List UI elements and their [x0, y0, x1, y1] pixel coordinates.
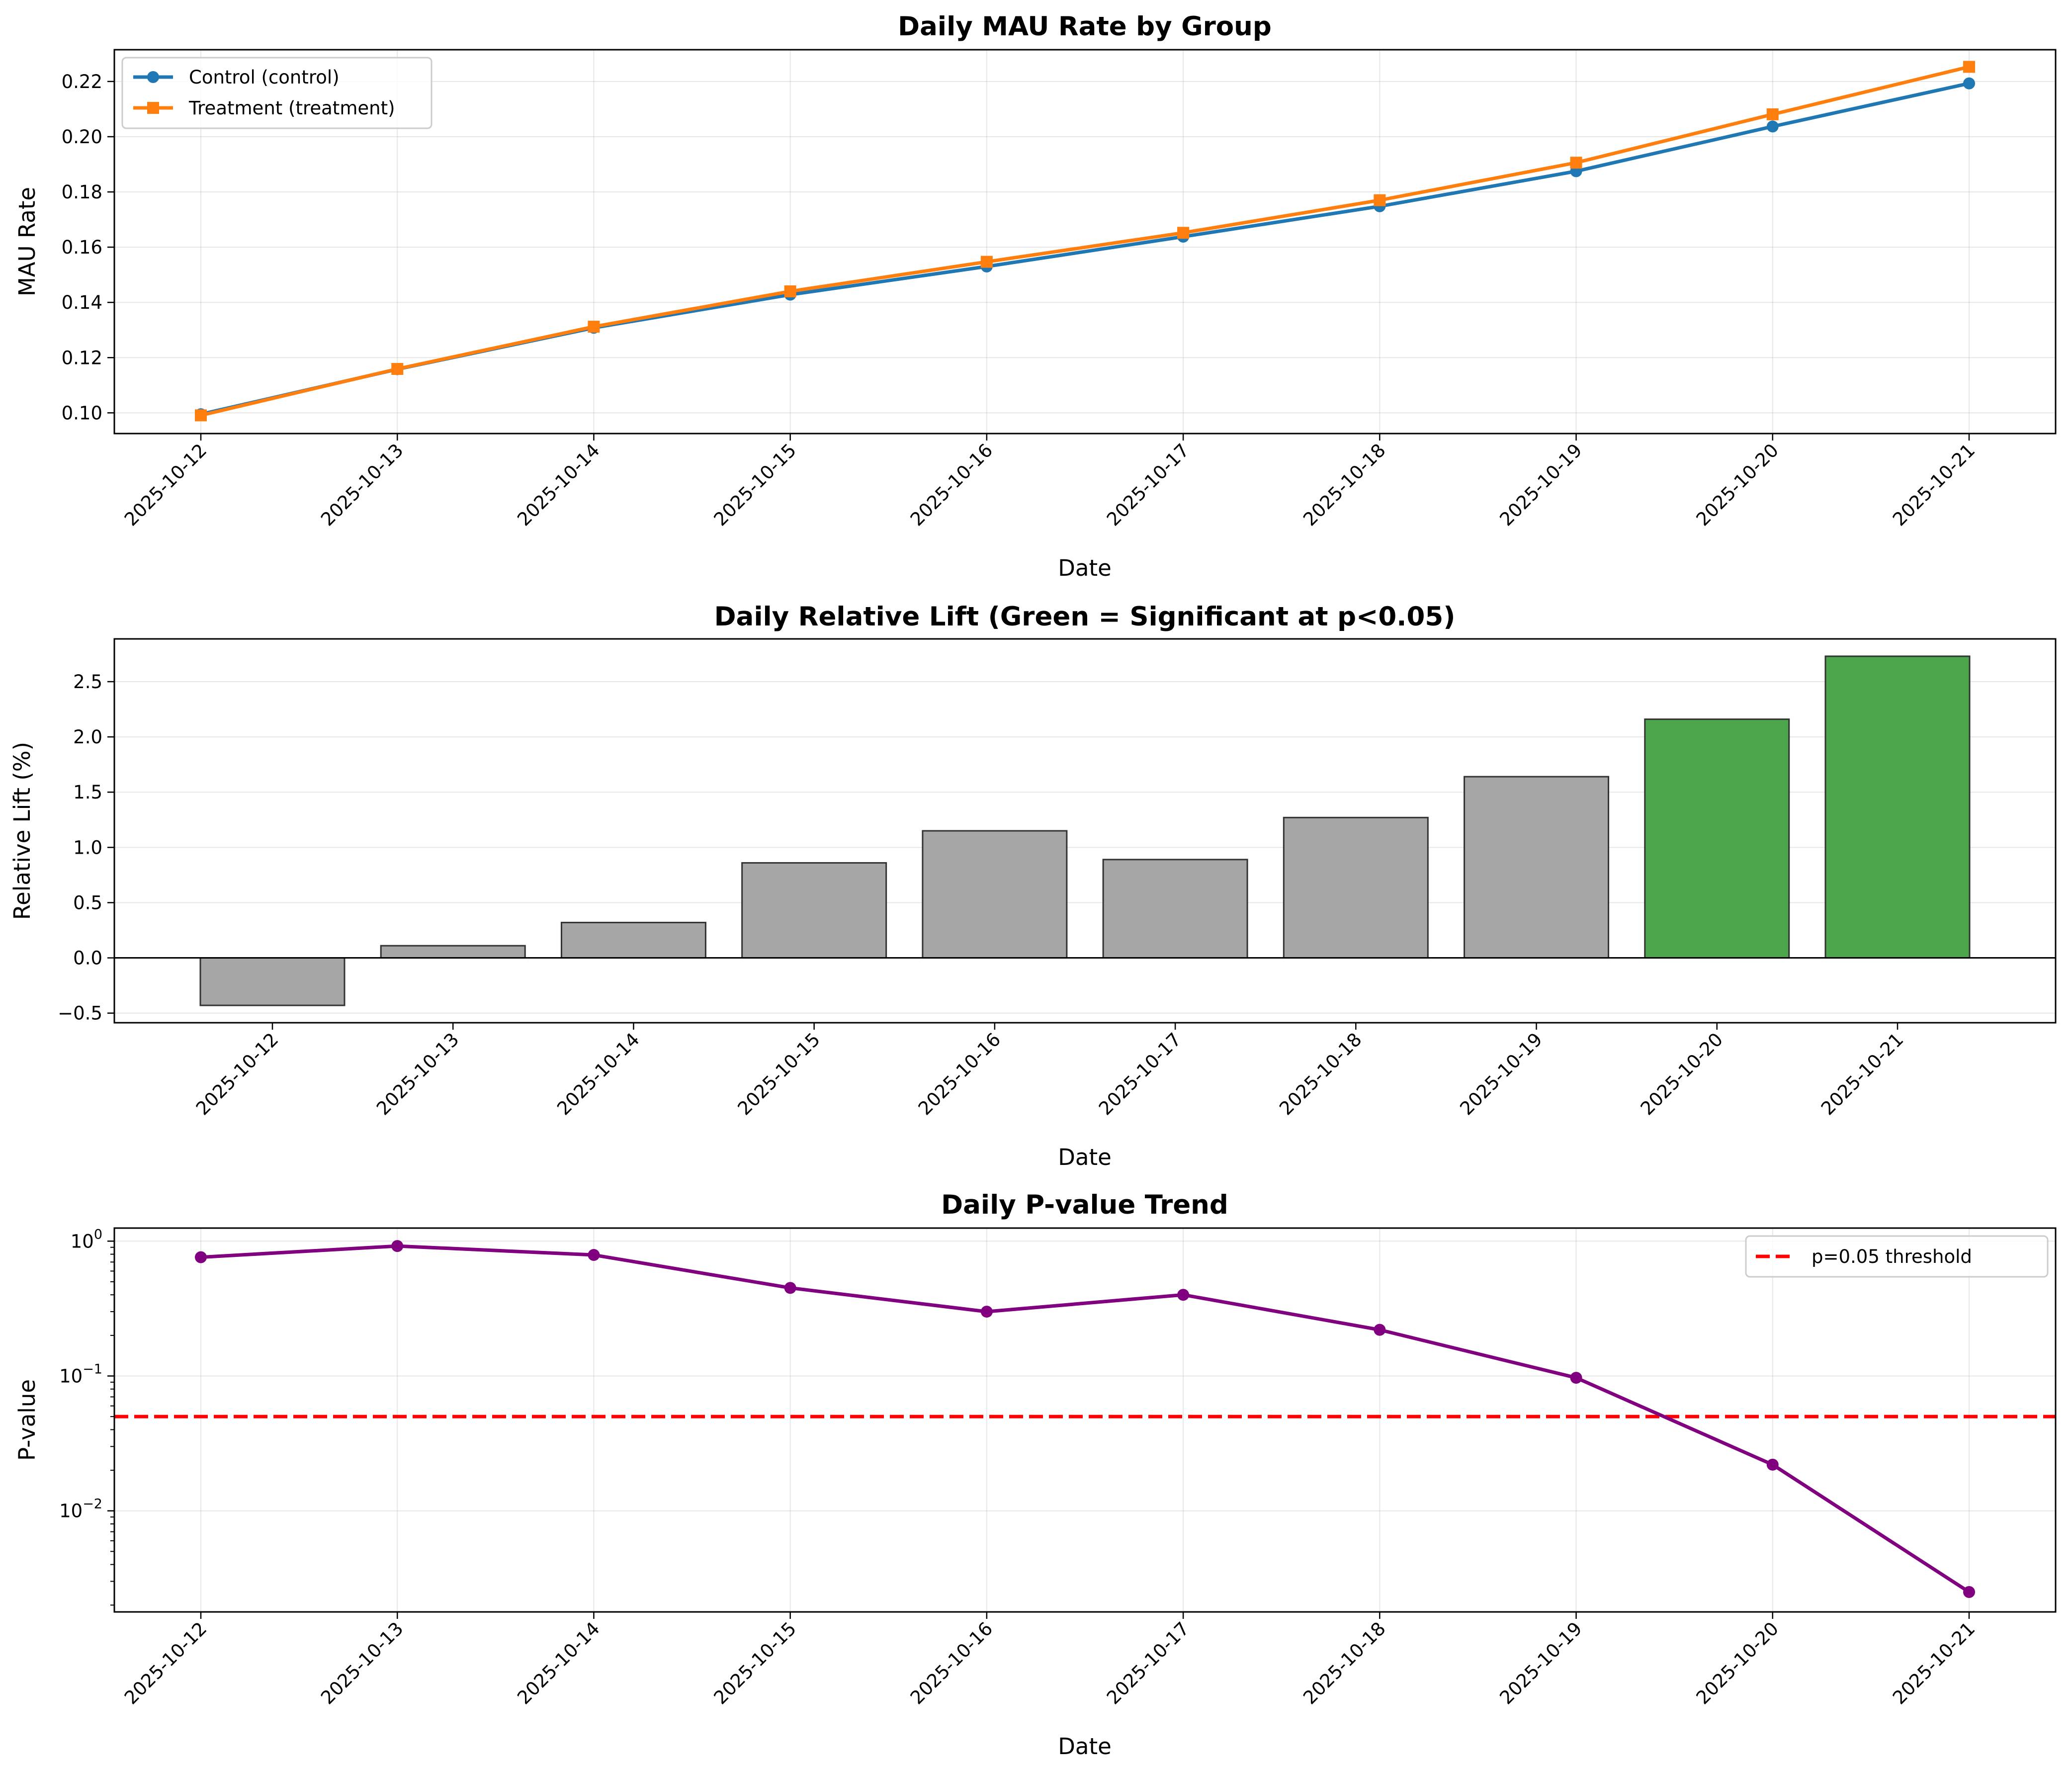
pvalue-point — [1963, 1586, 1975, 1598]
y-tick-label: 0.0 — [73, 948, 102, 969]
treatment-point — [1177, 227, 1190, 239]
y-tick-label: 0.10 — [62, 402, 102, 424]
y-tick-label: −0.5 — [58, 1003, 102, 1024]
pvalue-point — [1570, 1372, 1582, 1384]
y-tick-label: 1.5 — [73, 782, 102, 803]
mau-series — [195, 61, 1975, 422]
pvalue-y-ticks: 10−2 10−1 100 — [59, 1227, 114, 1606]
treatment-point — [784, 285, 796, 297]
pvalue-point — [1374, 1324, 1386, 1336]
y-tick-label: 1.0 — [73, 837, 102, 858]
lift-chart-title: Daily Relative Lift (Green = Significant… — [714, 602, 1456, 632]
y-tick-label: 10−2 — [59, 1497, 102, 1522]
lift-bar — [560, 921, 706, 959]
y-tick-label: 0.14 — [62, 292, 102, 313]
treatment-point — [1374, 194, 1386, 206]
pvalue-point — [980, 1306, 993, 1318]
lift-plot-frame — [113, 638, 2057, 1024]
lift-bar — [922, 830, 1068, 959]
pvalue-point — [391, 1240, 404, 1252]
y-tick-label: 10−1 — [59, 1361, 102, 1387]
mau-legend: Control (control) Treatment (treatment) — [121, 57, 432, 129]
significant-lift-bar — [1824, 655, 1971, 959]
lift-bar — [380, 945, 526, 959]
mau-chart-title: Daily MAU Rate by Group — [898, 11, 1272, 42]
treatment-line — [200, 65, 1970, 417]
mau-y-ticks: 0.10 0.12 0.14 0.16 0.18 0.20 0.22 — [62, 71, 114, 424]
mau-legend-box — [121, 57, 432, 129]
treatment-point — [391, 363, 404, 375]
pvalue-y-axis-label: P-value — [14, 1379, 40, 1461]
legend-threshold-label: p=0.05 threshold — [1812, 1246, 1972, 1267]
treatment-point — [980, 256, 993, 268]
treatment-point — [1963, 61, 1975, 73]
pvalue-point — [1766, 1458, 1779, 1471]
y-tick-label: 0.20 — [62, 126, 102, 148]
control-point — [1963, 77, 1975, 89]
pvalue-plot-frame — [113, 1227, 2057, 1613]
y-tick-label: 0.22 — [62, 71, 102, 92]
pvalue-legend-box — [1745, 1235, 2049, 1278]
pvalue-grid — [114, 1228, 2056, 1612]
y-tick-label: 0.16 — [62, 237, 102, 258]
legend-control-label: Control (control) — [189, 67, 340, 88]
pvalue-legend: p=0.05 threshold — [1745, 1235, 2049, 1278]
lift-y-axis-label: Relative Lift (%) — [9, 742, 35, 920]
treatment-point — [588, 321, 600, 333]
pvalue-x-axis-label: Date — [1058, 1733, 1112, 1760]
y-tick-label: 0.18 — [62, 181, 102, 203]
lift-bar — [741, 862, 887, 959]
y-tick-label: 0.5 — [73, 892, 102, 913]
lift-x-axis-label: Date — [1058, 1144, 1112, 1170]
treatment-point — [1570, 157, 1582, 169]
y-tick-label: 100 — [71, 1227, 102, 1252]
lift-bar — [199, 957, 345, 1006]
mau-y-axis-label: MAU Rate — [14, 187, 40, 296]
control-point — [1766, 120, 1779, 133]
treatment-point — [1766, 108, 1779, 120]
y-tick-label: 2.5 — [73, 671, 102, 693]
legend-control-marker — [147, 71, 159, 83]
significant-lift-bar — [1644, 718, 1790, 959]
pvalue-point — [1177, 1289, 1190, 1301]
y-tick-label: 0.12 — [62, 347, 102, 368]
pvalue-chart-title: Daily P-value Trend — [941, 1190, 1228, 1220]
lift-bars — [199, 655, 1971, 1006]
lift-bar — [1464, 776, 1610, 959]
mau-x-axis-label: Date — [1058, 555, 1112, 581]
lift-y-ticks: −0.5 0.0 0.5 1.0 1.5 2.0 2.5 — [58, 671, 114, 1024]
pvalue-series — [195, 1240, 1975, 1598]
pvalue-point — [195, 1251, 207, 1263]
y-tick-label: 2.0 — [73, 726, 102, 748]
pvalue-point — [784, 1282, 796, 1294]
pvalue-line — [200, 1244, 1970, 1594]
treatment-point — [195, 409, 207, 422]
lift-bar — [1102, 859, 1248, 959]
legend-treatment-label: Treatment (treatment) — [188, 97, 395, 119]
lift-bar — [1283, 816, 1429, 959]
pvalue-point — [588, 1249, 600, 1261]
mau-plot-frame — [113, 49, 2057, 435]
legend-treatment-marker — [147, 102, 159, 114]
